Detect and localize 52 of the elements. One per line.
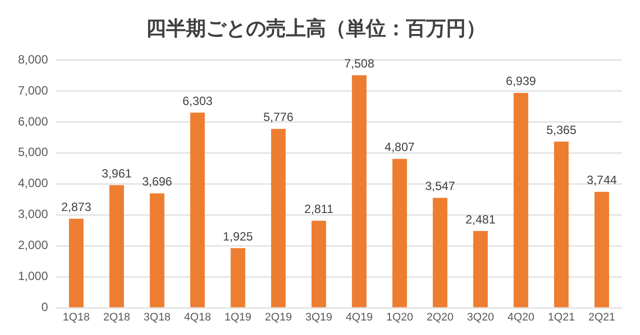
bar xyxy=(352,75,367,308)
y-tick-label: 2,000 xyxy=(18,238,48,252)
bar xyxy=(230,248,246,308)
x-tick-label: 1Q20 xyxy=(386,311,414,324)
bar xyxy=(594,192,610,308)
y-tick-label: 8,000 xyxy=(18,52,48,66)
x-tick-label: 3Q19 xyxy=(305,311,332,324)
bar xyxy=(271,128,286,308)
data-label: 3,961 xyxy=(102,166,132,180)
x-tick-label: 2Q19 xyxy=(264,311,292,324)
bar xyxy=(554,142,569,308)
data-label: 5,365 xyxy=(546,122,577,137)
data-label: 3,744 xyxy=(586,173,618,188)
y-tick-label: 4,000 xyxy=(18,176,48,190)
x-tick-label: 4Q18 xyxy=(184,311,211,324)
bar xyxy=(312,220,326,308)
bar xyxy=(190,112,205,308)
x-tick-label: 2Q20 xyxy=(426,311,454,324)
data-label: 5,776 xyxy=(263,110,294,124)
x-tick-label: 4Q19 xyxy=(346,311,373,324)
data-label: 3,696 xyxy=(142,174,172,189)
x-tick-label: 2Q18 xyxy=(103,311,130,324)
y-tick-label: 5,000 xyxy=(18,145,48,160)
bar xyxy=(68,218,84,308)
data-label: 6,303 xyxy=(182,94,213,108)
bar xyxy=(392,158,407,308)
y-tick-label: 6,000 xyxy=(18,114,48,128)
bar xyxy=(514,92,528,308)
x-tick-label: 1Q19 xyxy=(224,311,252,324)
data-label: 3,547 xyxy=(425,179,456,194)
y-tick-label: 3,000 xyxy=(18,207,48,222)
bar xyxy=(432,198,448,308)
y-tick-label: 0 xyxy=(41,300,48,314)
data-label: 7,508 xyxy=(344,56,375,71)
data-label: 6,939 xyxy=(506,74,536,88)
chart-title: 四半期ごとの売上高（単位：百万円） xyxy=(146,16,486,40)
bar xyxy=(109,185,124,308)
x-tick-label: 3Q18 xyxy=(144,311,171,324)
data-label: 1,925 xyxy=(222,229,254,244)
x-tick-label: 2Q21 xyxy=(588,311,616,324)
x-tick-label: 4Q20 xyxy=(507,311,534,324)
data-label: 4,807 xyxy=(384,140,415,154)
data-label: 2,811 xyxy=(304,202,334,216)
y-tick-label: 7,000 xyxy=(18,83,48,98)
bar xyxy=(150,193,164,308)
data-label: 2,873 xyxy=(61,200,92,214)
y-tick-label: 1,000 xyxy=(18,269,48,284)
data-label: 2,481 xyxy=(465,212,496,226)
x-tick-label: 3Q20 xyxy=(467,311,494,324)
x-tick-label: 1Q18 xyxy=(62,311,90,324)
x-tick-label: 1Q21 xyxy=(548,311,575,324)
bar xyxy=(473,230,488,308)
